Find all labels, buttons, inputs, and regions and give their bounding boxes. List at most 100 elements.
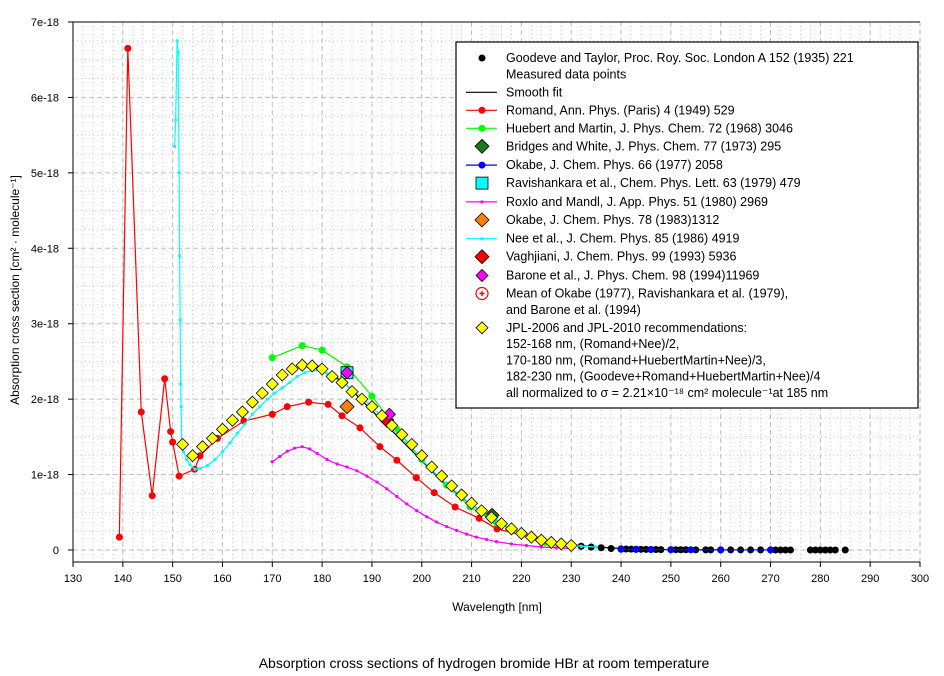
data-point (786, 546, 794, 554)
x-axis-label: Wavelength [nm] (452, 600, 542, 614)
data-point (161, 375, 169, 383)
data-point (345, 465, 349, 469)
data-point (258, 405, 262, 409)
data-point (826, 546, 834, 554)
data-point (484, 537, 489, 542)
legend-entry: Ravishankara et al., Chem. Phys. Lett. 6… (475, 176, 801, 190)
y-tick-label: 0 (53, 545, 59, 557)
data-point (324, 400, 332, 408)
data-point (445, 525, 449, 529)
legend-label: Nee et al., J. Chem. Phys. 85 (1986) 491… (506, 232, 740, 246)
legend-entry: Huebert and Martin, J. Phys. Chem. 72 (1… (466, 121, 793, 135)
legend-marker (474, 138, 490, 154)
data-point (340, 366, 354, 380)
y-tick-label: 2e-18 (31, 394, 59, 406)
y-axis-label: Absorption cross section [cm² · molecule… (8, 175, 22, 405)
data-point (270, 460, 274, 464)
legend-label: Romand, Ann. Phys. (Paris) 4 (1949) 529 (506, 103, 735, 117)
legend-marker (480, 200, 484, 204)
data-point (338, 412, 346, 420)
data-point (228, 441, 232, 445)
data-point (285, 362, 299, 376)
data-point (355, 392, 369, 406)
legend-label: all normalized to σ = 2.21×10⁻¹⁸ cm² mol… (506, 386, 828, 400)
data-point (534, 533, 548, 547)
x-tick-label: 170 (263, 573, 281, 585)
legend-label: 182-230 nm, (Goodeve+Romand+HuebertMarti… (506, 370, 820, 384)
data-point (504, 522, 519, 536)
data-point (288, 380, 292, 385)
legend-marker (475, 268, 489, 283)
x-tick-label: 260 (712, 573, 730, 585)
data-point (539, 545, 543, 549)
data-point (781, 546, 789, 554)
data-point (831, 546, 839, 554)
data-point (345, 385, 359, 399)
data-point (356, 424, 364, 432)
data-point (265, 397, 269, 401)
data-point (355, 469, 359, 473)
data-point (178, 318, 182, 322)
data-point (465, 496, 479, 510)
series-line (118, 48, 522, 538)
data-point (315, 362, 329, 376)
data-point (816, 546, 824, 554)
data-point (198, 466, 202, 471)
x-tick-label: 150 (163, 573, 181, 585)
data-point (776, 546, 784, 554)
data-point (435, 520, 439, 524)
data-point (268, 354, 276, 362)
series-11 (340, 366, 396, 421)
y-tick-label: 5e-18 (31, 168, 59, 180)
x-tick-label: 140 (114, 573, 132, 585)
data-point (445, 479, 459, 493)
data-point (667, 546, 675, 554)
x-tick-label: 240 (612, 573, 630, 585)
data-point (137, 408, 145, 416)
data-point (395, 428, 409, 442)
series-line (621, 548, 771, 551)
x-tick-label: 210 (462, 573, 480, 585)
x-tick-label: 160 (213, 573, 231, 585)
data-point (821, 546, 829, 554)
data-point (115, 533, 123, 541)
data-point (179, 382, 183, 386)
legend-label: Okabe, J. Chem. Phys. 66 (1977) 2058 (506, 158, 723, 172)
data-point (811, 546, 819, 554)
data-point (772, 546, 780, 554)
legend-label: Okabe, J. Chem. Phys. 78 (1983)1312 (506, 213, 719, 227)
legend-label: Smooth fit (506, 85, 563, 99)
data-point (494, 540, 499, 544)
data-point (425, 515, 429, 519)
y-tick-label: 4e-18 (31, 243, 59, 255)
x-tick-label: 180 (313, 573, 331, 585)
data-point (177, 171, 181, 175)
data-point (365, 400, 379, 414)
data-point (178, 254, 182, 258)
data-point (395, 494, 399, 499)
data-point (213, 457, 217, 462)
data-point (186, 449, 200, 463)
data-point (303, 371, 307, 375)
legend-entry: Vaghjiani, J. Chem. Phys. 99 (1993) 5936 (474, 249, 737, 265)
legend-label: JPL-2006 and JPL-2010 recommendations: (506, 321, 747, 335)
legend-label: Mean of Okabe (1977), Ravishankara et al… (506, 287, 788, 301)
x-tick-label: 300 (911, 573, 929, 585)
data-point (484, 511, 499, 525)
data-point (184, 457, 189, 462)
legend-label: Roxlo and Mandl, J. App. Phys. 51 (1980)… (506, 195, 768, 209)
legend-marker (478, 54, 486, 62)
data-point (273, 391, 277, 395)
data-point (305, 359, 319, 373)
legend-marker (475, 321, 489, 335)
x-tick-label: 290 (861, 573, 879, 585)
legend-label: 152-168 nm, (Romand+Nee)/2, (506, 337, 679, 351)
legend-entry: JPL-2006 and JPL-2010 recommendations: 15… (475, 321, 828, 400)
data-point (494, 517, 509, 531)
x-tick-label: 270 (761, 573, 779, 585)
legend-entry: Okabe, J. Chem. Phys. 78 (1983)1312 (474, 212, 719, 228)
data-point (195, 440, 210, 454)
data-point (617, 545, 625, 553)
data-point (176, 437, 190, 451)
